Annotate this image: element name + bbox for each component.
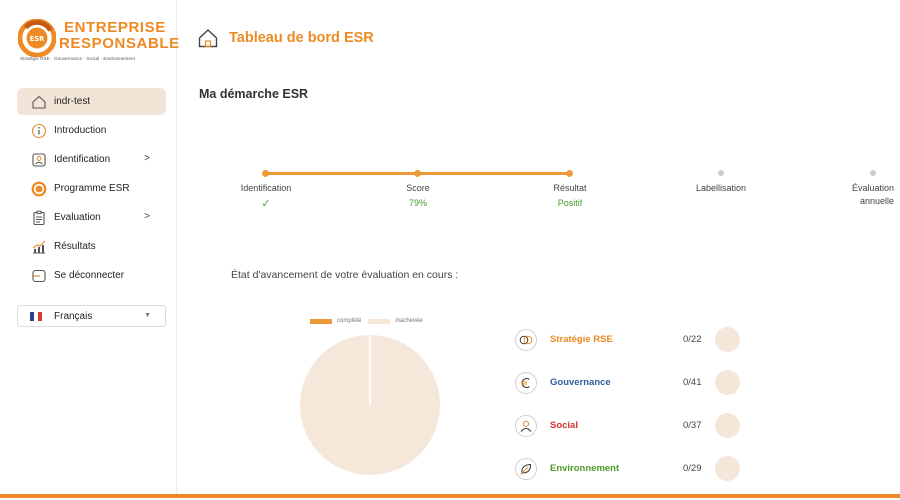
sidebar-item-label: Identification — [54, 154, 111, 165]
category-score: 0/22 — [683, 334, 702, 345]
legend-label-incomplete: inachevée — [395, 318, 423, 324]
category-progress-bubble — [715, 413, 740, 438]
clipboard-icon — [31, 210, 47, 226]
chevron-right-icon: > — [144, 211, 150, 222]
person-icon — [515, 415, 537, 437]
home-icon — [198, 29, 218, 48]
chevron-right-icon: > — [144, 153, 150, 164]
language-select[interactable]: Français ▼ — [17, 305, 166, 327]
pie-legend: complété inachevée — [310, 318, 430, 324]
category-name: Stratégie RSE — [550, 334, 613, 345]
sidebar-item-label: Résultats — [54, 241, 96, 252]
step-label-labellisation: Labellisation — [695, 183, 747, 193]
category-progress-bubble — [715, 456, 740, 481]
logout-icon — [31, 268, 47, 284]
category-progress-bubble — [715, 327, 740, 352]
category-score: 0/37 — [683, 420, 702, 431]
category-row-social[interactable]: Social 0/37 — [515, 413, 755, 438]
brand-name-line2: RESPONSABLE — [59, 35, 180, 52]
sidebar-item-introduction[interactable]: Introduction — [17, 117, 166, 144]
legend-swatch-complete — [310, 318, 332, 324]
esr-logo-icon: ESR — [18, 19, 56, 57]
section-title: Ma démarche ESR — [199, 87, 309, 101]
sidebar-item-identification[interactable]: Identification > — [17, 146, 166, 173]
sidebar-nav: indr-test Introduction Identification > … — [17, 88, 166, 291]
sidebar-item-label: indr-test — [54, 96, 91, 107]
sidebar-item-label: Introduction — [54, 125, 107, 136]
brand-name-line1: ENTREPRISE — [64, 19, 166, 36]
check-icon: ✓ — [261, 198, 271, 210]
category-score: 0/29 — [683, 463, 702, 474]
step-label-score: Score — [406, 183, 430, 193]
category-name: Social — [550, 420, 578, 431]
trend-chart-icon — [31, 239, 47, 255]
step-dot-evaluation-annuelle — [870, 170, 876, 176]
page-title: Tableau de bord ESR — [229, 30, 374, 46]
rings-icon — [515, 329, 537, 351]
progress-pie-chart — [300, 335, 440, 475]
sidebar-item-label: Se déconnecter — [54, 270, 125, 281]
sidebar: ESR ENTREPRISE RESPONSABLE Stratégie RSE… — [0, 0, 179, 494]
french-flag-icon — [30, 311, 42, 321]
id-card-icon — [31, 152, 47, 168]
step-label-resultat: Résultat — [553, 183, 587, 193]
category-name: Environnement — [550, 463, 620, 474]
language-select-value: Français — [54, 310, 93, 322]
esr-logo-icon — [31, 181, 47, 197]
sidebar-item-se-deconnecter[interactable]: Se déconnecter — [17, 262, 166, 289]
step-value-resultat: Positif — [557, 198, 583, 208]
step-dot-resultat — [566, 170, 573, 177]
step-dot-score — [414, 170, 421, 177]
category-row-environnement[interactable]: Environnement 0/29 — [515, 456, 755, 481]
info-icon — [31, 123, 47, 139]
step-value-score: 79% — [408, 198, 427, 208]
home-icon — [31, 94, 47, 110]
legend-label-complete: complété — [337, 318, 362, 324]
sidebar-item-label: Programme ESR — [54, 183, 130, 194]
brand-logo[interactable]: ESR ENTREPRISE RESPONSABLE Stratégie RSE… — [18, 18, 179, 66]
svg-text:ESR: ESR — [30, 35, 44, 43]
category-score: 0/41 — [683, 377, 702, 388]
bottom-accent-bar — [0, 494, 900, 498]
sidebar-item-programme-esr[interactable]: Programme ESR — [17, 175, 166, 202]
sidebar-item-evaluation[interactable]: Evaluation > — [17, 204, 166, 231]
category-row-strategie-rse[interactable]: Stratégie RSE 0/22 — [515, 327, 755, 352]
sidebar-item-label: Evaluation — [54, 212, 101, 223]
legend-swatch-incomplete — [368, 318, 391, 324]
step-dot-labellisation — [718, 170, 724, 176]
progress-title: État d'avancement de votre évaluation en… — [231, 269, 459, 281]
category-progress-bubble — [715, 370, 740, 395]
step-label-identification: Identification — [240, 183, 292, 193]
category-name: Gouvernance — [550, 377, 611, 388]
sidebar-item-resultats[interactable]: Résultats — [17, 233, 166, 260]
category-row-gouvernance[interactable]: Gouvernance 0/41 — [515, 370, 755, 395]
sidebar-item-indr-test[interactable]: indr-test — [17, 88, 166, 115]
leaf-icon — [515, 458, 537, 480]
chevron-down-icon: ▼ — [144, 312, 151, 319]
brand-tagline: Stratégie RSE · Gouvernance · Social · E… — [20, 56, 135, 61]
step-dot-identification — [262, 170, 269, 177]
euro-icon — [515, 372, 537, 394]
step-label-evaluation-annuelle: Évaluation annuelle — [851, 183, 894, 206]
